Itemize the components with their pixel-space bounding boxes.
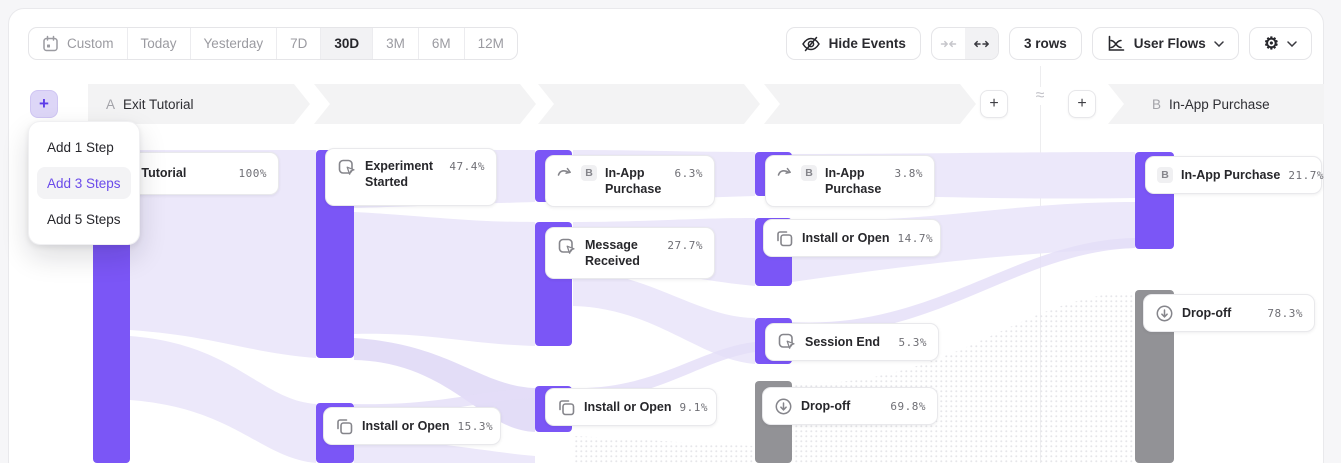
tap-icon (337, 158, 357, 178)
node-install-or-open-9[interactable]: Install or Open 9.1% (545, 388, 717, 426)
date-range-yesterday[interactable]: Yesterday (189, 28, 277, 59)
node-experiment-started[interactable]: Experiment Started 47.4% (325, 148, 497, 206)
view-type-label: User Flows (1133, 36, 1206, 51)
date-range-6m[interactable]: 6M (417, 28, 464, 59)
step-band-a[interactable]: A Exit Tutorial (88, 84, 310, 124)
calendar-icon (43, 35, 58, 52)
tap-icon (777, 332, 797, 352)
node-drop-off-69[interactable]: Drop-off 69.8% (762, 387, 938, 425)
copy-icon (775, 229, 794, 248)
user-flows-icon (1108, 35, 1125, 51)
step-letter: B (1152, 96, 1162, 112)
rows-button[interactable]: 3 rows (1008, 27, 1082, 60)
date-range-today[interactable]: Today (126, 28, 190, 59)
view-type-dropdown[interactable]: User Flows (1091, 27, 1239, 60)
chevron-down-icon (1214, 40, 1224, 47)
step-title: In-App Purchase (1169, 96, 1270, 112)
settings-button[interactable]: ⚙ (1248, 27, 1312, 60)
add-step-menu: Add 1 Step Add 3 Steps Add 5 Steps (28, 121, 140, 245)
menu-item-add-3-steps[interactable]: Add 3 Steps (37, 167, 131, 199)
node-in-app-purchase-6[interactable]: B In-App Purchase 6.3% (545, 155, 715, 207)
date-range-30d[interactable]: 30D (320, 28, 373, 59)
date-range-control: Custom Today Yesterday 7D 30D 3M 6M 12M (28, 27, 518, 60)
jump-arrow-icon (557, 165, 573, 179)
dropoff-icon (1155, 304, 1174, 323)
menu-item-add-1-step[interactable]: Add 1 Step (47, 139, 114, 155)
width-toggle (930, 27, 999, 60)
step-band-b[interactable]: B In-App Purchase (1108, 84, 1324, 124)
expand-columns-button[interactable] (964, 28, 998, 59)
collapse-columns-button[interactable] (932, 28, 965, 59)
rows-label: 3 rows (1023, 36, 1067, 51)
collapse-icon (940, 40, 957, 47)
step-band-segment[interactable] (538, 84, 760, 124)
step-letter: A (106, 96, 116, 112)
step-b-badge: B (801, 165, 817, 181)
gear-icon: ⚙ (1263, 34, 1279, 53)
node-session-end[interactable]: Session End 5.3% (765, 323, 939, 361)
date-range-3m[interactable]: 3M (372, 28, 418, 59)
node-drop-off-78[interactable]: Drop-off 78.3% (1143, 294, 1315, 332)
tap-icon (557, 237, 577, 257)
node-in-app-purchase-3[interactable]: B In-App Purchase 3.8% (765, 155, 935, 207)
hide-events-label: Hide Events (828, 36, 906, 51)
eye-off-icon (801, 36, 820, 51)
node-install-or-open-15[interactable]: Install or Open 15.3% (323, 407, 501, 445)
menu-item-add-5-steps[interactable]: Add 5 Steps (47, 211, 121, 227)
date-range-12m[interactable]: 12M (463, 28, 517, 59)
jump-arrow-icon (777, 165, 793, 179)
step-title: Exit Tutorial (123, 96, 194, 112)
node-message-received[interactable]: Message Received 27.7% (545, 227, 715, 279)
approx-separator: ≈ (1028, 87, 1052, 105)
panel-divider (1040, 66, 1041, 463)
add-step-right-button[interactable]: + (1068, 90, 1096, 118)
date-range-7d[interactable]: 7D (276, 28, 320, 59)
node-install-or-open-14[interactable]: Install or Open 14.7% (763, 219, 941, 257)
chevron-down-icon (1287, 40, 1297, 47)
step-b-badge: B (581, 165, 597, 181)
date-range-custom[interactable]: Custom (29, 28, 127, 59)
expand-icon (973, 40, 989, 47)
hide-events-button[interactable]: Hide Events (785, 27, 921, 60)
step-band-segment[interactable] (314, 84, 536, 124)
copy-icon (335, 417, 354, 436)
copy-icon (557, 398, 576, 417)
node-in-app-purchase-21[interactable]: B In-App Purchase 21.7% (1145, 156, 1323, 194)
step-b-badge: B (1157, 167, 1173, 183)
step-band-segment[interactable] (764, 84, 976, 124)
date-range-label: Custom (67, 36, 114, 51)
add-step-left-button[interactable]: + (980, 90, 1008, 118)
toolbar-right: Hide Events 3 rows User Flows ⚙ (785, 27, 1312, 60)
add-step-chip[interactable]: + (30, 90, 58, 118)
dropoff-icon (774, 397, 793, 416)
